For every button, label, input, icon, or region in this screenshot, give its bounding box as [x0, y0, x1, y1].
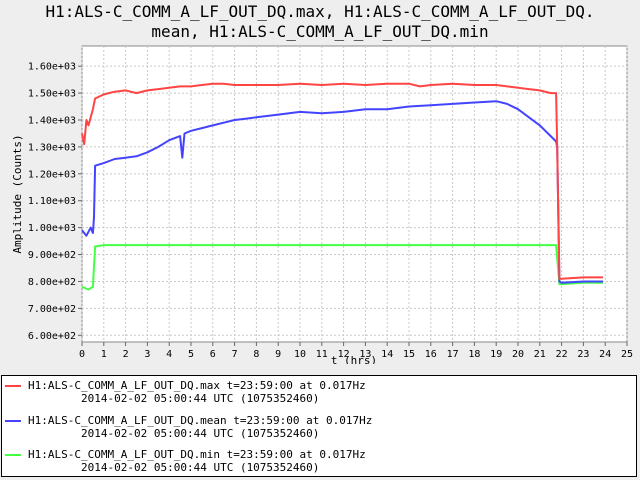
legend-name-mean: H1:ALS-C_COMM_A_LF_OUT_DQ.mean t=23:59:0…	[28, 414, 373, 427]
chart-title: H1:ALS-C_COMM_A_LF_OUT_DQ.max, H1:ALS-C_…	[0, 2, 640, 42]
x-tick-label: 11	[316, 349, 328, 360]
plot-area	[81, 45, 628, 343]
x-tick-label: 5	[188, 349, 194, 360]
legend: H1:ALS-C_COMM_A_LF_OUT_DQ.max t=23:59:00…	[1, 375, 637, 477]
y-tick-label: 9.00e+02	[28, 250, 76, 261]
y-axis-ticks: 6.00e+02 7.00e+02 8.00e+02 9.00e+02 1.00e+03…	[28, 62, 82, 342]
x-tick-label: 7	[232, 349, 238, 360]
x-tick-label: 20	[512, 349, 524, 360]
legend-entry-min: H1:ALS-C_COMM_A_LF_OUT_DQ.min t=23:59:00…	[2, 448, 632, 478]
x-tick-label: 22	[556, 349, 568, 360]
y-tick-label: 1.50e+03	[28, 89, 76, 100]
x-tick-label: 14	[381, 349, 393, 360]
x-tick-label: 0	[79, 349, 85, 360]
legend-time-min: 2014-02-02 05:00:44 UTC (1075352460)	[81, 461, 320, 474]
legend-entry-mean: H1:ALS-C_COMM_A_LF_OUT_DQ.mean t=23:59:0…	[2, 414, 632, 444]
x-tick-label: 8	[253, 349, 259, 360]
x-tick-label: 1	[101, 349, 107, 360]
x-tick-label: 2	[123, 349, 129, 360]
legend-swatch-min	[5, 454, 21, 456]
series-line-min	[81, 244, 603, 291]
chart-title-line1: H1:ALS-C_COMM_A_LF_OUT_DQ.max, H1:ALS-C_…	[45, 2, 595, 21]
x-tick-label: 4	[166, 349, 172, 360]
legend-swatch-max	[5, 385, 21, 387]
x-tick-label: 17	[447, 349, 459, 360]
y-axis-label: Amplitude (Counts)	[11, 134, 24, 253]
x-tick-label: 9	[275, 349, 281, 360]
y-tick-label: 1.10e+03	[28, 196, 76, 207]
series-lines	[81, 82, 603, 291]
y-tick-label: 8.00e+02	[28, 277, 76, 288]
legend-time-max: 2014-02-02 05:00:44 UTC (1075352460)	[81, 392, 320, 405]
series-line-mean	[81, 100, 603, 284]
chart-title-line2: mean, H1:ALS-C_COMM_A_LF_OUT_DQ.min	[151, 22, 489, 41]
x-tick-label: 23	[577, 349, 589, 360]
y-tick-label: 1.30e+03	[28, 142, 76, 153]
x-tick-label: 25	[621, 349, 633, 360]
x-tick-label: 21	[534, 349, 546, 360]
x-tick-label: 3	[144, 349, 150, 360]
y-tick-label: 6.00e+02	[28, 331, 76, 342]
y-tick-label: 7.00e+02	[28, 304, 76, 315]
legend-time-mean: 2014-02-02 05:00:44 UTC (1075352460)	[81, 427, 320, 440]
x-tick-label: 13	[359, 349, 371, 360]
legend-name-max: H1:ALS-C_COMM_A_LF_OUT_DQ.max t=23:59:00…	[28, 379, 366, 392]
legend-swatch-mean	[5, 420, 21, 422]
x-tick-label: 15	[403, 349, 415, 360]
x-tick-label: 24	[599, 349, 611, 360]
x-tick-label: 18	[468, 349, 480, 360]
line-chart: 0 1 2 3 4 5 6 7 8 9 10 11 12 13 14 15 16 17 18 19 20 21 22 23 24…	[11, 45, 633, 364]
x-tick-label: 12	[338, 349, 350, 360]
series-line-max	[81, 82, 603, 280]
y-tick-label: 1.60e+03	[28, 62, 76, 73]
x-tick-label: 16	[425, 349, 437, 360]
y-tick-label: 1.20e+03	[28, 169, 76, 180]
y-tick-label: 1.40e+03	[28, 116, 76, 127]
legend-name-min: H1:ALS-C_COMM_A_LF_OUT_DQ.min t=23:59:00…	[28, 448, 366, 461]
x-axis-label: t (hrs)	[331, 354, 377, 364]
x-tick-label: 6	[210, 349, 216, 360]
x-tick-label: 10	[294, 349, 306, 360]
y-tick-label: 1.00e+03	[28, 223, 76, 234]
x-tick-label: 19	[490, 349, 502, 360]
gridlines	[81, 46, 628, 342]
x-axis-ticks: 0 1 2 3 4 5 6 7 8 9 10 11 12 13 14 15 16 17 18 19 20 21 22 23 24…	[79, 342, 633, 360]
legend-entry-max: H1:ALS-C_COMM_A_LF_OUT_DQ.max t=23:59:00…	[2, 379, 632, 409]
